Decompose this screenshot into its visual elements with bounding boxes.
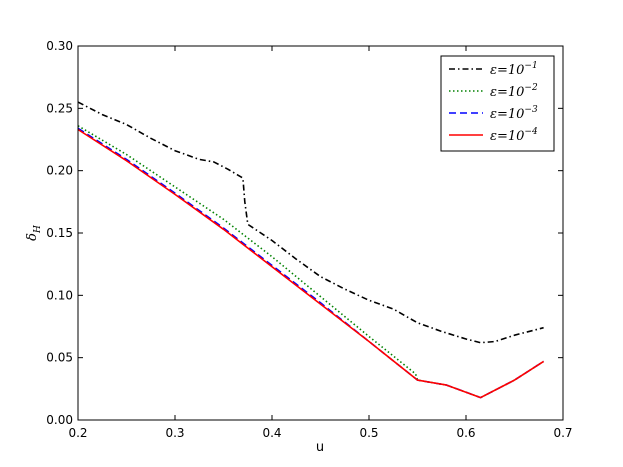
- legend-label-2: ε=10−2: [490, 83, 538, 100]
- legend-label-exponent: −3: [524, 105, 538, 115]
- ticks-layer: 0.2 0.3 0.4 0.5 0.6 0.7 0.00 0.05 0.10 0.15 0.20 0.…: [46, 39, 572, 440]
- series-line-1: [77, 101, 544, 344]
- legend-label-exponent: −4: [524, 127, 538, 137]
- series-layer: [77, 101, 545, 399]
- legend-label-1: ε=10−1: [490, 61, 538, 78]
- y-tick-label: 0.25: [46, 101, 73, 115]
- x-tick-label: 0.5: [359, 426, 378, 440]
- x-tick-label: 0.3: [165, 426, 184, 440]
- svg-text:δH: δH: [25, 225, 43, 241]
- y-tick-label: 0.00: [46, 413, 73, 427]
- y-tick-label: 0.05: [46, 351, 73, 365]
- x-tick-label: 0.6: [456, 426, 475, 440]
- x-axis-label: u: [316, 440, 324, 455]
- y-tick-label: 0.15: [46, 226, 73, 240]
- x-tick-label: 0.2: [68, 426, 87, 440]
- legend-label-base: ε=10: [490, 85, 524, 100]
- y-tick-label: 0.10: [46, 288, 73, 302]
- y-axis-label-main: δ: [25, 233, 40, 241]
- y-axis-label: δH: [25, 225, 43, 241]
- legend-label-exponent: −1: [524, 61, 537, 71]
- y-tick-label: 0.30: [46, 39, 73, 53]
- x-tick-label: 0.7: [553, 426, 572, 440]
- legend: ε=10−1ε=10−2ε=10−3ε=10−4: [440, 55, 555, 152]
- legend-label-exponent: −2: [524, 83, 538, 93]
- series-line-4: [77, 128, 545, 399]
- legend-label-3: ε=10−3: [490, 105, 538, 122]
- legend-label-base: ε=10: [490, 63, 524, 78]
- legend-label-base: ε=10: [490, 107, 524, 122]
- legend-label-4: ε=10−4: [490, 127, 538, 144]
- y-axis-label-subscript: H: [33, 225, 43, 234]
- legend-label-base: ε=10: [490, 129, 524, 144]
- y-tick-label: 0.20: [46, 164, 73, 178]
- x-tick-label: 0.4: [262, 426, 281, 440]
